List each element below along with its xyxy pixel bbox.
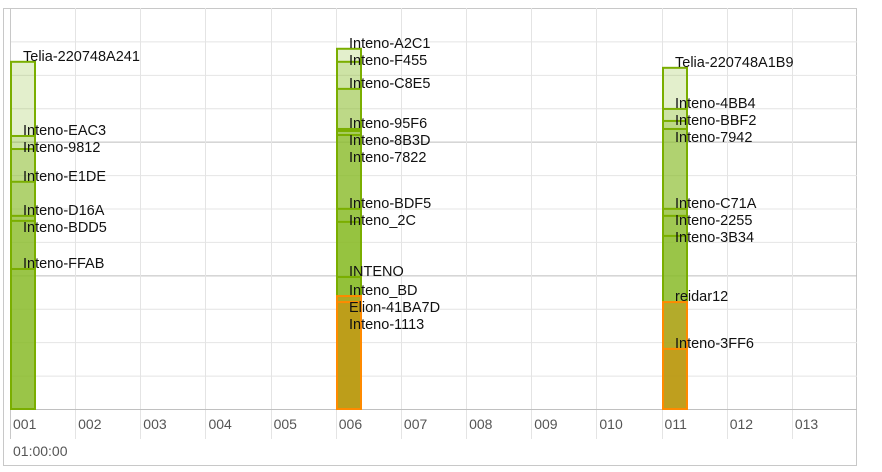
chart-border	[3, 8, 857, 466]
bar-label: Inteno-C8E5	[349, 76, 430, 92]
x-tick-label: 011	[665, 416, 688, 432]
bar-label: Inteno-D16A	[23, 203, 105, 219]
bar-label: Inteno-9812	[23, 140, 100, 156]
bar-label: Inteno_2C	[349, 213, 416, 229]
bar-label: Inteno-1113	[349, 317, 424, 333]
x-tick-label: 003	[143, 416, 167, 432]
x-tick-label: 007	[404, 416, 428, 432]
bar-label: Inteno-7822	[349, 150, 426, 166]
bar-label: Inteno-95F6	[349, 116, 427, 132]
bar-inteno-9812	[10, 148, 36, 410]
bar-label: reidar12	[675, 289, 728, 305]
bar-label: Telia-220748A241	[23, 49, 140, 65]
bar-label: Inteno-F455	[349, 53, 427, 69]
bar-label: Inteno-A2C1	[349, 36, 430, 52]
bar-label: Inteno-FFAB	[23, 256, 104, 272]
bar-inteno-ffab	[10, 267, 36, 410]
bars	[10, 47, 688, 411]
bar-label: Inteno_BD	[349, 283, 418, 299]
bar-label: Inteno-E1DE	[23, 169, 106, 185]
x-tick-label: 005	[274, 416, 298, 432]
bar-label: Inteno-BDF5	[349, 196, 431, 212]
bar-label: Telia-220748A1B9	[675, 55, 794, 71]
time-label: 01:00:00	[13, 443, 68, 459]
x-tick-label: 010	[599, 416, 623, 432]
x-tick-label: 013	[795, 416, 819, 432]
bar-label: Inteno-C71A	[675, 196, 757, 212]
x-tick-label: 008	[469, 416, 493, 432]
x-tick-label: 009	[534, 416, 558, 432]
x-tick-label: 012	[730, 416, 754, 432]
bar-inteno-3ff6	[662, 347, 688, 411]
bar-label: Inteno-BDD5	[23, 220, 107, 236]
x-axis: 001 002 003 004 005 006 007 008 009 010 011 012 013	[13, 416, 818, 432]
bar-label: Inteno-7942	[675, 130, 752, 146]
bar-label: Inteno-2255	[675, 213, 752, 229]
bar-label: Inteno-8B3D	[349, 133, 430, 149]
x-tick-label: 006	[339, 416, 363, 432]
bar-label: Inteno-3FF6	[675, 336, 754, 352]
x-tick-label: 002	[78, 416, 102, 432]
bar-label: Inteno-BBF2	[675, 113, 756, 129]
x-tick-label: 001	[13, 416, 37, 432]
x-tick-label: 004	[208, 416, 232, 432]
bar-label: INTENO	[349, 264, 404, 280]
bar-label: Inteno-EAC3	[23, 123, 106, 139]
bar-label: Inteno-3B34	[675, 230, 754, 246]
bar-inteno-1113	[336, 301, 362, 411]
bar-label: Inteno-4BB4	[675, 96, 756, 112]
bar-label: Elion-41BA7D	[349, 300, 440, 316]
